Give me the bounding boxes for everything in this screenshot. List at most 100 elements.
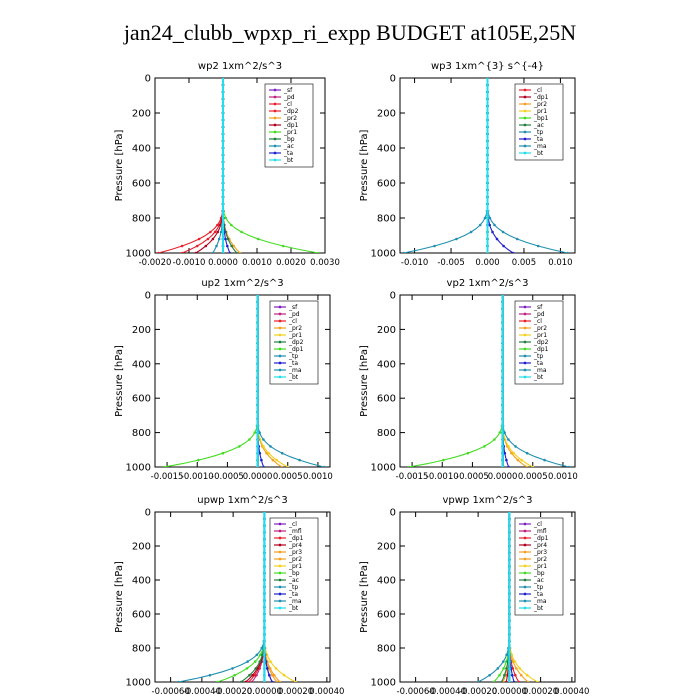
series-point-bt bbox=[221, 195, 225, 199]
series-point-bt bbox=[263, 592, 266, 595]
series-point-ac bbox=[505, 667, 508, 670]
series-point-bt bbox=[256, 355, 259, 359]
series-point-bt bbox=[486, 237, 489, 241]
series-point-bt bbox=[256, 307, 259, 311]
legend-entry: _bt bbox=[533, 374, 544, 381]
legend-marker bbox=[523, 137, 527, 141]
legend-entry: _bp1 bbox=[533, 115, 549, 122]
series-point-dp1 bbox=[514, 673, 517, 677]
legend-marker bbox=[523, 102, 527, 106]
x-tick-label: -0.00020 bbox=[459, 687, 497, 697]
series-point-bt bbox=[501, 307, 504, 311]
x-tick-label: 0.00020 bbox=[278, 687, 313, 697]
series-point-pr2 bbox=[275, 680, 279, 682]
x-tick-label: 0.0005 bbox=[518, 472, 548, 482]
series-point-pr2 bbox=[271, 673, 274, 677]
series-point-tp bbox=[514, 445, 517, 448]
series-point-bt bbox=[486, 125, 489, 129]
legend-marker bbox=[523, 543, 527, 547]
legend-entry: _pr2 bbox=[288, 556, 302, 563]
legend-entry: _dp2 bbox=[283, 108, 299, 115]
series-point-tp bbox=[507, 438, 510, 441]
series-point-pr1 bbox=[503, 438, 507, 441]
series-point-pr1 bbox=[265, 653, 269, 657]
legend-entry: _tp bbox=[533, 353, 543, 360]
legend-marker bbox=[273, 158, 277, 162]
legend-marker bbox=[278, 312, 282, 316]
series-point-bt bbox=[501, 424, 504, 428]
series-point-tp bbox=[269, 445, 272, 448]
series-point-bt bbox=[508, 646, 511, 650]
legend-entry: _dp1 bbox=[288, 535, 304, 542]
series-point-tp bbox=[262, 438, 265, 441]
legend-marker bbox=[523, 151, 527, 155]
series-point-bt bbox=[256, 362, 259, 366]
series-point-bt bbox=[221, 146, 225, 150]
series-point-ta bbox=[511, 251, 515, 253]
series-point-ta bbox=[266, 667, 269, 670]
legend-marker bbox=[278, 375, 282, 379]
x-tick-label: 0.0010 bbox=[242, 258, 272, 268]
series-point-bp bbox=[498, 673, 501, 677]
plot-frame bbox=[399, 294, 576, 468]
series-point-bt bbox=[508, 517, 511, 521]
chart-title: up2 1xm^2/s^3 bbox=[201, 278, 283, 289]
legend-entry: _ac bbox=[533, 122, 544, 129]
series-point-bt bbox=[256, 369, 259, 373]
series-point-bp bbox=[502, 667, 505, 670]
series-point-dp1 bbox=[483, 445, 486, 448]
legend-marker bbox=[273, 102, 277, 106]
series-point-bt bbox=[221, 118, 225, 122]
legend-entry: _ma bbox=[533, 143, 547, 150]
series-line-pr2 bbox=[222, 78, 241, 253]
legend-entry: _sf bbox=[533, 304, 543, 311]
series-point-bp bbox=[492, 680, 496, 682]
series-point-bt bbox=[508, 565, 511, 568]
legend-entry: _bp bbox=[288, 570, 300, 577]
series-point-bt bbox=[501, 321, 504, 324]
y-tick-label: 600 bbox=[132, 179, 151, 190]
y-tick-label: 400 bbox=[132, 576, 151, 587]
series-point-bt bbox=[486, 111, 489, 115]
series-point-bt bbox=[486, 188, 489, 192]
series-point-bt bbox=[508, 512, 511, 514]
legend-entry: _ta bbox=[288, 360, 298, 367]
y-axis-label: Pressure [hPa] bbox=[359, 345, 370, 417]
series-point-bt bbox=[486, 132, 489, 136]
series-point-pr1 bbox=[513, 660, 517, 663]
plot-area bbox=[162, 295, 326, 467]
series-point-dp1 bbox=[407, 465, 411, 467]
legend-entry: _ta bbox=[288, 591, 298, 598]
series-point-pr4 bbox=[244, 680, 247, 682]
legend-marker bbox=[278, 347, 282, 351]
series-point-pr1 bbox=[316, 251, 320, 253]
series-point-pr1 bbox=[281, 244, 285, 248]
series-point-pr1 bbox=[224, 216, 228, 220]
series-point-bp bbox=[226, 237, 230, 241]
series-point-ta bbox=[262, 465, 265, 467]
series-point-pr1 bbox=[531, 465, 535, 467]
series-point-ta bbox=[511, 673, 514, 677]
legend-entry: _pr1 bbox=[533, 332, 547, 339]
series-point-tp bbox=[260, 646, 264, 650]
series-point-bt bbox=[508, 619, 511, 623]
series-point-bt bbox=[486, 83, 489, 87]
series-point-bt bbox=[508, 592, 511, 595]
series-point-bt bbox=[256, 341, 259, 345]
series-point-bt bbox=[508, 551, 511, 555]
legend-marker bbox=[278, 368, 282, 372]
series-line-bp bbox=[217, 512, 265, 682]
legend-entry: _pr2 bbox=[283, 115, 297, 122]
series-point-ac bbox=[503, 673, 506, 677]
series-point-dp1 bbox=[253, 673, 256, 677]
legend-marker bbox=[278, 571, 282, 575]
series-point-bt bbox=[263, 660, 266, 663]
series-point-bt bbox=[486, 202, 489, 206]
y-tick-label: 800 bbox=[377, 214, 396, 225]
x-tick-label: -0.005 bbox=[437, 258, 464, 268]
series-point-tp bbox=[402, 251, 405, 253]
series-point-tp bbox=[478, 223, 482, 227]
series-point-bt bbox=[486, 146, 489, 150]
series-point-ta bbox=[491, 230, 494, 234]
chart-title: vp2 1xm^2/s^3 bbox=[447, 278, 529, 289]
